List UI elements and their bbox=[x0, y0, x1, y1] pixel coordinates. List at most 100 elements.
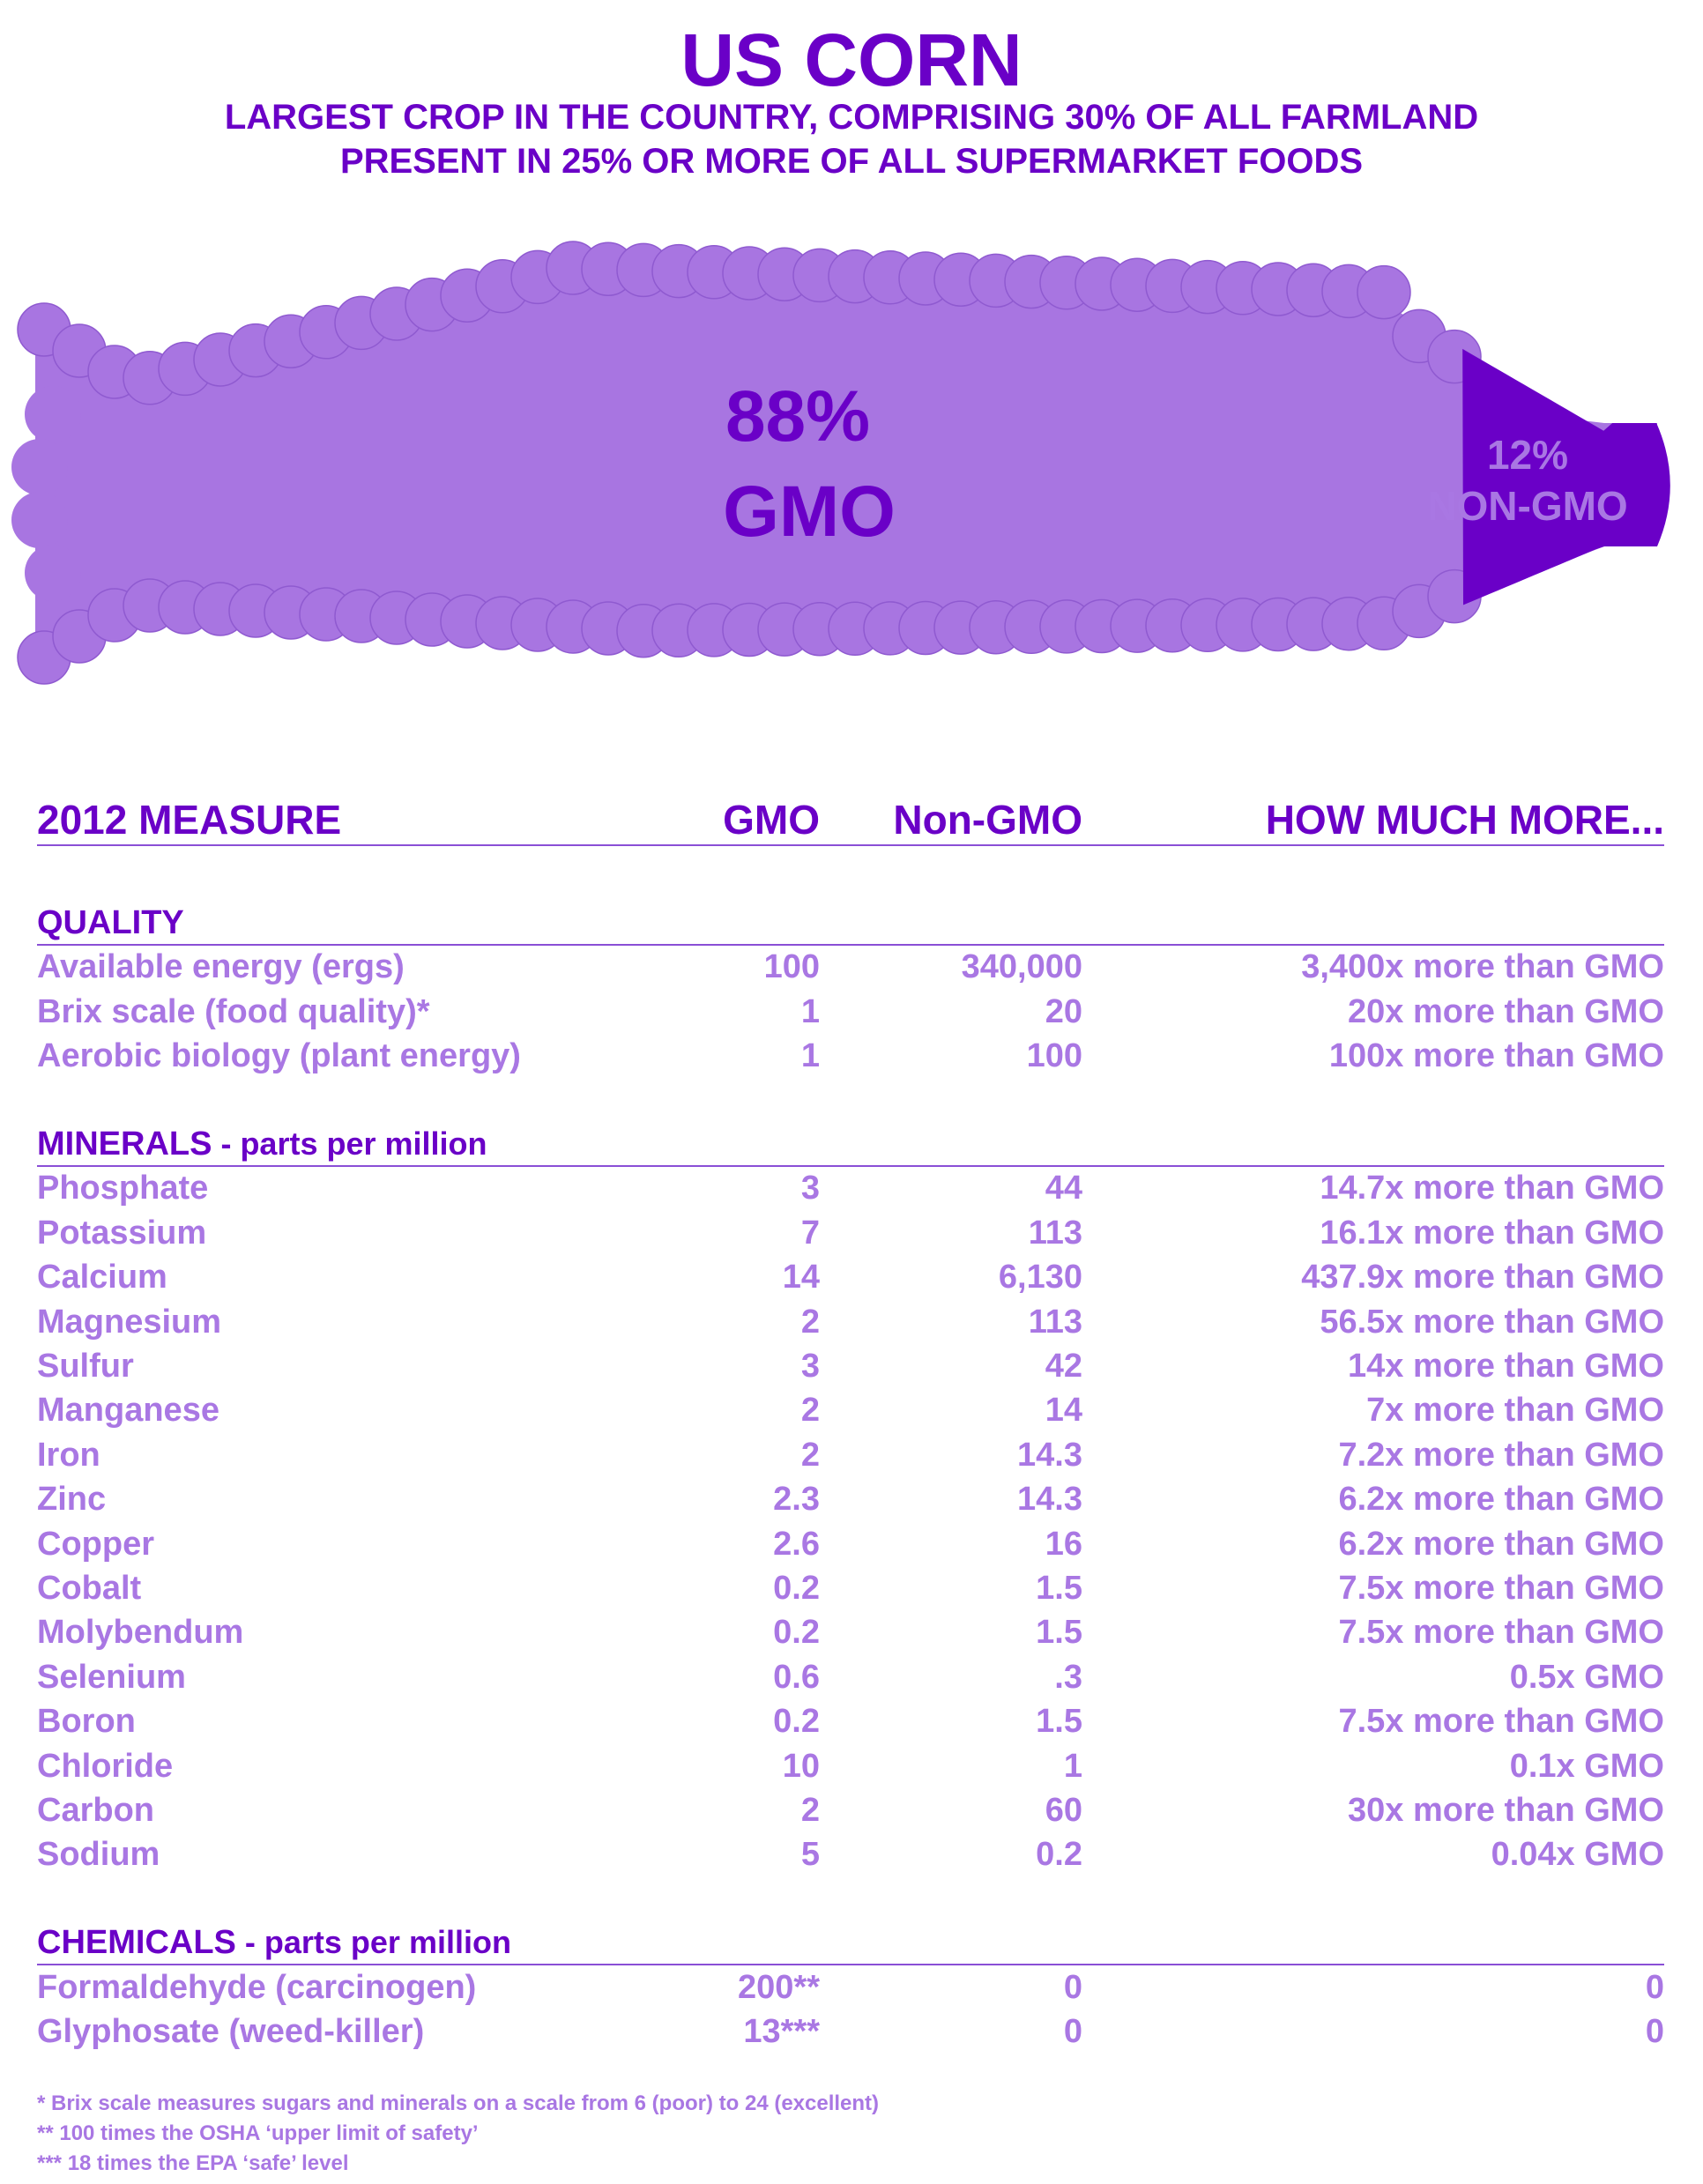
row-measure: Calcium bbox=[37, 1259, 167, 1296]
row-gmo-value: 200** bbox=[738, 1968, 820, 2006]
row-non-gmo-value: 20 bbox=[1045, 992, 1082, 1030]
table-row: Manganese 2 14 7x more than GMO bbox=[37, 1388, 1664, 1432]
row-how-much-more: 3,400x more than GMO bbox=[1301, 948, 1664, 986]
non-gmo-text-label: NON-GMO bbox=[1427, 483, 1627, 529]
table-row: Chloride 10 1 0.1x GMO bbox=[37, 1744, 1664, 1788]
row-non-gmo-value: 1.5 bbox=[1036, 1703, 1082, 1741]
row-gmo-value: 0.2 bbox=[773, 1703, 820, 1741]
row-how-much-more: 14.7x more than GMO bbox=[1320, 1170, 1664, 1207]
section-title: MINERALS - parts per million bbox=[37, 1122, 487, 1166]
row-non-gmo-value: 0.2 bbox=[1036, 1836, 1082, 1874]
row-gmo-value: 10 bbox=[782, 1747, 820, 1785]
row-non-gmo-value: 42 bbox=[1045, 1347, 1082, 1385]
row-measure: Zinc bbox=[37, 1481, 107, 1519]
row-how-much-more: 7.5x more than GMO bbox=[1338, 1614, 1664, 1652]
row-measure: Sodium bbox=[37, 1836, 160, 1874]
row-gmo-value: 2.3 bbox=[773, 1481, 820, 1519]
corn-kernel bbox=[1357, 264, 1411, 320]
header-gmo: GMO bbox=[723, 797, 820, 843]
row-how-much-more: 0 bbox=[1645, 2012, 1664, 2050]
footnote: ** 100 times the OSHA ‘upper limit of sa… bbox=[37, 2121, 479, 2145]
table-header: 2012 MEASURE GMO Non-GMO HOW MUCH MORE... bbox=[37, 793, 1664, 846]
row-measure: Aerobic biology (plant energy) bbox=[37, 1037, 521, 1075]
header-measure: 2012 MEASURE bbox=[37, 797, 342, 843]
table-row: Sulfur 3 42 14x more than GMO bbox=[37, 1344, 1664, 1388]
row-non-gmo-value: 0 bbox=[1063, 2012, 1082, 2050]
row-measure: Potassium bbox=[37, 1214, 207, 1252]
table-row: Glyphosate (weed-killer) 13*** 0 0 bbox=[37, 2009, 1664, 2054]
table-row: Copper 2.6 16 6.2x more than GMO bbox=[37, 1522, 1664, 1566]
row-how-much-more: 100x more than GMO bbox=[1328, 1037, 1664, 1075]
row-how-much-more: 56.5x more than GMO bbox=[1320, 1303, 1664, 1341]
subtitle-farmland: LARGEST CROP IN THE COUNTRY, COMPRISING … bbox=[224, 98, 1479, 137]
footnote: * Brix scale measures sugars and mineral… bbox=[37, 2091, 880, 2115]
row-non-gmo-value: 1.5 bbox=[1036, 1569, 1082, 1607]
divider bbox=[37, 844, 1664, 846]
row-how-much-more: 20x more than GMO bbox=[1348, 992, 1664, 1030]
row-gmo-value: 3 bbox=[800, 1170, 820, 1207]
row-non-gmo-value: 14 bbox=[1045, 1392, 1082, 1430]
row-how-much-more: 7.5x more than GMO bbox=[1338, 1703, 1664, 1741]
row-how-much-more: 437.9x more than GMO bbox=[1301, 1259, 1664, 1296]
row-how-much-more: 7.5x more than GMO bbox=[1338, 1569, 1664, 1607]
table-row: Boron 0.2 1.5 7.5x more than GMO bbox=[37, 1699, 1664, 1743]
page-title: US CORN bbox=[680, 19, 1023, 101]
gmo-text-label: GMO bbox=[723, 472, 896, 552]
table-row: Brix scale (food quality)* 1 20 20x more th… bbox=[37, 990, 1664, 1034]
section-title: CHEMICALS - parts per million bbox=[37, 1920, 511, 1965]
row-non-gmo-value: 14.3 bbox=[1017, 1481, 1082, 1519]
section-title: QUALITY bbox=[37, 901, 184, 945]
row-measure: Formaldehyde (carcinogen) bbox=[37, 1968, 477, 2006]
row-how-much-more: 7x more than GMO bbox=[1366, 1392, 1664, 1430]
row-how-much-more: 30x more than GMO bbox=[1348, 1791, 1664, 1829]
row-measure: Molybendum bbox=[37, 1614, 244, 1652]
table-row: Iron 2 14.3 7.2x more than GMO bbox=[37, 1433, 1664, 1477]
row-measure: Selenium bbox=[37, 1658, 186, 1696]
row-non-gmo-value: 340,000 bbox=[961, 948, 1082, 986]
row-measure: Cobalt bbox=[37, 1569, 142, 1607]
row-non-gmo-value: 60 bbox=[1045, 1791, 1082, 1829]
row-measure: Copper bbox=[37, 1525, 154, 1563]
corn-kernel bbox=[11, 439, 68, 495]
row-non-gmo-value: 100 bbox=[1026, 1037, 1082, 1075]
row-non-gmo-value: 1.5 bbox=[1036, 1614, 1082, 1652]
row-gmo-value: 14 bbox=[782, 1259, 820, 1296]
row-measure: Brix scale (food quality)* bbox=[37, 992, 430, 1030]
row-how-much-more: 0.1x GMO bbox=[1509, 1747, 1664, 1785]
table-row: Aerobic biology (plant energy) 1 100 100x m… bbox=[37, 1034, 1664, 1078]
section-title-text: MINERALS bbox=[37, 1125, 212, 1163]
footnote: *** 18 times the EPA ‘safe’ level bbox=[37, 2151, 349, 2175]
corn-kernel bbox=[25, 545, 81, 601]
row-measure: Sulfur bbox=[37, 1347, 134, 1385]
section-title-text: QUALITY bbox=[37, 904, 184, 941]
bar-non-gmo bbox=[1462, 348, 1670, 605]
row-how-much-more: 0.5x GMO bbox=[1509, 1658, 1664, 1696]
row-gmo-value: 0.6 bbox=[773, 1658, 820, 1696]
row-how-much-more: 6.2x more than GMO bbox=[1338, 1525, 1664, 1563]
corn-kernel bbox=[11, 492, 68, 548]
section-header: MINERALS - parts per million bbox=[37, 1122, 1664, 1166]
row-gmo-value: 0.2 bbox=[773, 1569, 820, 1607]
table-row: Selenium 0.6 .3 0.5x GMO bbox=[37, 1655, 1664, 1699]
row-non-gmo-value: 44 bbox=[1045, 1170, 1082, 1207]
row-how-much-more: 14x more than GMO bbox=[1348, 1347, 1664, 1385]
section-unit-note: - parts per million bbox=[235, 1924, 511, 1961]
divider bbox=[37, 1964, 1664, 1966]
table-row: Zinc 2.3 14.3 6.2x more than GMO bbox=[37, 1477, 1664, 1521]
row-how-much-more: 6.2x more than GMO bbox=[1338, 1481, 1664, 1519]
table-row: Sodium 5 0.2 0.04x GMO bbox=[37, 1832, 1664, 1876]
subtitle-supermarket: PRESENT IN 25% OR MORE OF ALL SUPERMARKE… bbox=[339, 142, 1364, 181]
row-measure: Phosphate bbox=[37, 1170, 209, 1207]
row-gmo-value: 13*** bbox=[743, 2012, 820, 2050]
row-gmo-value: 5 bbox=[800, 1836, 820, 1874]
row-gmo-value: 1 bbox=[800, 992, 820, 1030]
row-measure: Magnesium bbox=[37, 1303, 222, 1341]
section-unit-note: - parts per million bbox=[212, 1125, 487, 1162]
table-row: Formaldehyde (carcinogen) 200** 0 0 bbox=[37, 1965, 1664, 2009]
divider bbox=[37, 1164, 1664, 1167]
header-non-gmo: Non-GMO bbox=[893, 797, 1082, 843]
corn-kernel bbox=[25, 386, 81, 442]
row-measure: Chloride bbox=[37, 1747, 174, 1785]
table-row: Carbon 2 60 30x more than GMO bbox=[37, 1788, 1664, 1832]
table-row: Molybendum 0.2 1.5 7.5x more than GMO bbox=[37, 1610, 1664, 1654]
